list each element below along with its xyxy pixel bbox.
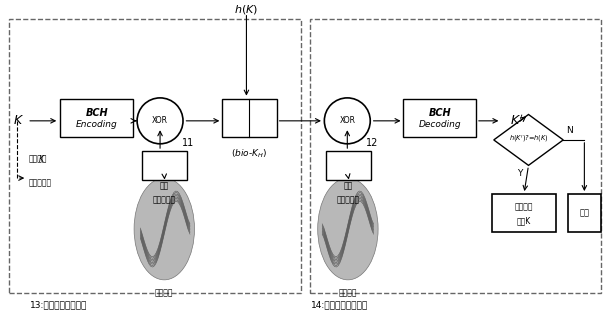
Text: XOR: XOR — [339, 116, 355, 125]
Text: Encoding: Encoding — [76, 120, 118, 129]
Bar — [326, 151, 371, 180]
Bar — [222, 99, 277, 137]
Text: 提取成功: 提取成功 — [515, 203, 533, 212]
Text: 随机密钥: 随机密钥 — [29, 155, 48, 163]
Ellipse shape — [134, 178, 194, 280]
Bar — [403, 99, 476, 137]
Text: BCH: BCH — [85, 108, 108, 118]
Bar — [9, 19, 301, 293]
Ellipse shape — [318, 178, 378, 280]
Ellipse shape — [324, 98, 370, 144]
Text: 比特串矩阵: 比特串矩阵 — [336, 196, 359, 205]
Text: 提取: 提取 — [159, 182, 169, 190]
Text: $(bio\text{-}K_H)$: $(bio\text{-}K_H)$ — [231, 148, 268, 161]
Text: 12: 12 — [366, 138, 378, 148]
Bar — [568, 194, 601, 232]
Ellipse shape — [137, 98, 183, 144]
Text: XOR: XOR — [152, 116, 168, 125]
Bar — [142, 151, 187, 180]
Text: 注册指纹: 注册指纹 — [155, 288, 173, 297]
Text: Decoding: Decoding — [419, 120, 461, 129]
Text: 比特串矩阵: 比特串矩阵 — [153, 196, 176, 205]
Text: 失败: 失败 — [579, 209, 590, 218]
Text: 使用后销毁: 使用后销毁 — [29, 178, 52, 187]
Text: Y: Y — [517, 169, 522, 178]
Text: 13:指纹特征加密过程: 13:指纹特征加密过程 — [30, 301, 88, 310]
Text: 输出K: 输出K — [517, 216, 531, 225]
Text: $K$: $K$ — [38, 153, 45, 163]
Text: 提取: 提取 — [343, 182, 353, 190]
Bar — [60, 99, 133, 137]
Text: BCH: BCH — [428, 108, 451, 118]
Text: 14:密钥模糊提取过程: 14:密钥模糊提取过程 — [311, 301, 368, 310]
Text: N: N — [567, 126, 573, 135]
Text: 样本指纹: 样本指纹 — [339, 288, 357, 297]
Text: $K$: $K$ — [13, 114, 24, 127]
Bar — [310, 19, 601, 293]
Text: $h(K)$: $h(K)$ — [234, 3, 259, 16]
Bar — [492, 194, 556, 232]
Text: 11: 11 — [182, 138, 194, 148]
Text: $K'$: $K'$ — [510, 114, 524, 128]
Polygon shape — [494, 114, 563, 165]
Text: $h(K')$?=$h(K)$: $h(K')$?=$h(K)$ — [509, 135, 548, 145]
